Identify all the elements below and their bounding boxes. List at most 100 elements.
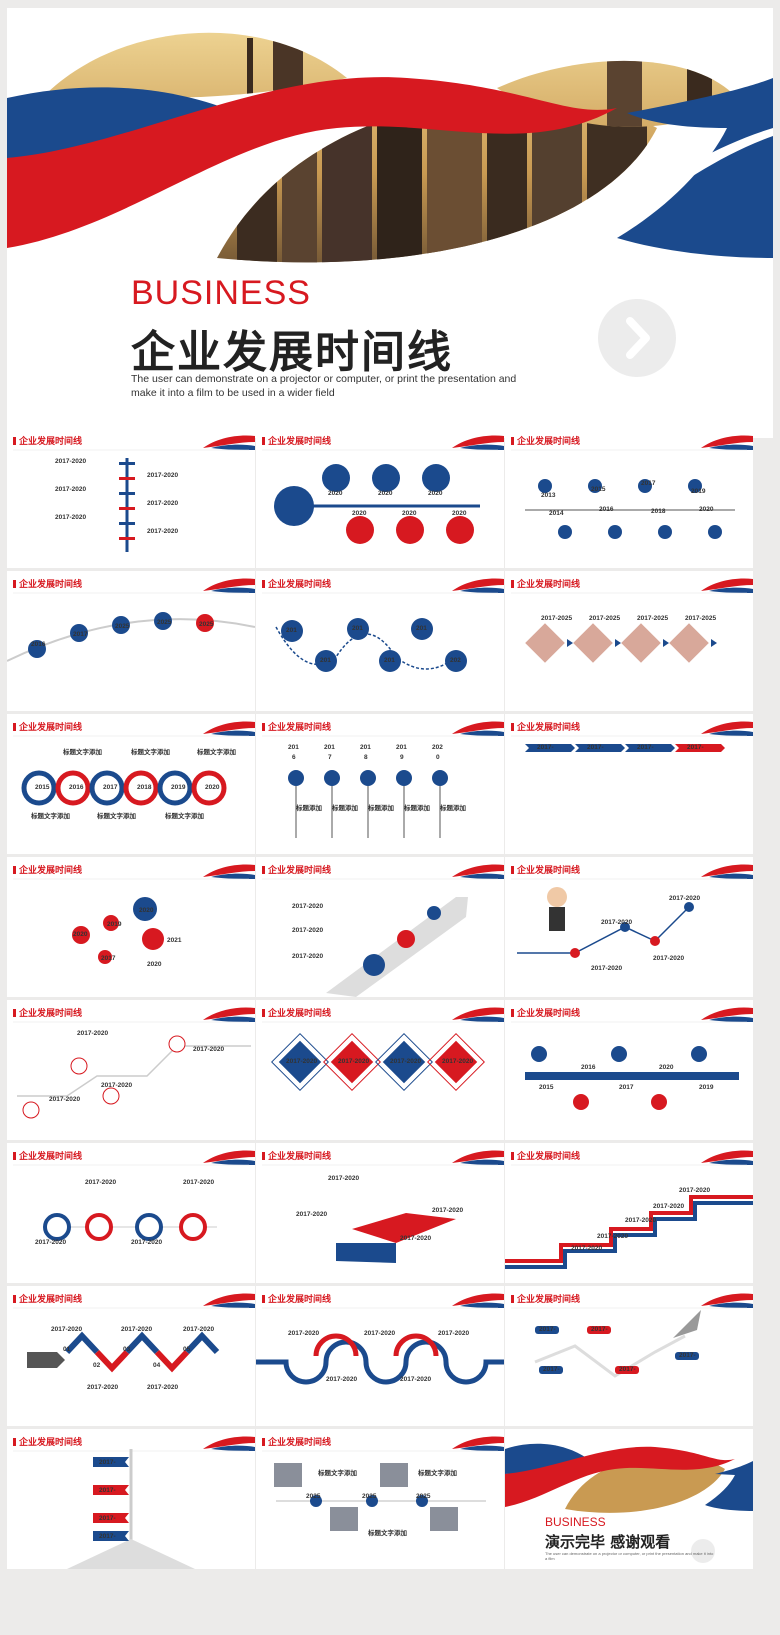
timeline-node bbox=[363, 954, 385, 976]
timeline-label: 2017-2020 bbox=[326, 1376, 358, 1383]
header-marker bbox=[262, 1438, 265, 1446]
timeline-label: 2017-2020 bbox=[571, 1245, 603, 1252]
icon-node bbox=[708, 525, 722, 539]
slide-thumbnail[interactable]: 企业发展时间线 2017-2020 2017-2020 2017-2020 2017-2… bbox=[7, 428, 255, 568]
slide-artwork bbox=[13, 1293, 255, 1373]
slide-thumbnail[interactable]: 企业发展时间线 2017-2020 2017-2020 2017-2020 2017-2… bbox=[7, 1143, 255, 1283]
timeline-label: 2017-2020 bbox=[591, 965, 623, 972]
ending-cn: 演示完毕 感谢观看 bbox=[545, 1533, 671, 1551]
slide-header-text: 企业发展时间线 bbox=[268, 866, 332, 876]
slide-thumbnail[interactable]: 企业发展时间线 2017-2020 2017-2020 2017-2020 2017-2… bbox=[505, 1143, 753, 1283]
timeline-node bbox=[310, 1495, 322, 1507]
slide-thumbnail[interactable]: 企业发展时间线 2020 2020 2020 2020 2020 2020 bbox=[256, 428, 504, 568]
slide-header-text: 企业发展时间线 bbox=[19, 1295, 83, 1305]
timeline-label: 2017-2020 bbox=[77, 1030, 109, 1037]
timeline-label: 2021 bbox=[167, 937, 182, 944]
timeline-label: 2017- bbox=[687, 744, 704, 751]
timeline-label: 202 bbox=[450, 657, 461, 664]
slide-thumbnail[interactable]: 企业发展时间线 2017-2020 2017-2020 2017-2020 2017-2… bbox=[7, 1000, 255, 1140]
timeline-node bbox=[372, 464, 400, 492]
timeline-label: 201 bbox=[286, 627, 297, 634]
header-marker bbox=[13, 723, 16, 731]
slide-header: 企业发展时间线 bbox=[511, 577, 580, 590]
timeline-node bbox=[396, 516, 424, 544]
person-figure bbox=[547, 887, 567, 907]
slide-thumbnail[interactable]: 企业发展时间线 2016 2017 2025 2025 2025 bbox=[7, 571, 255, 711]
timeline-label: 2017- bbox=[619, 1366, 636, 1373]
slide-thumbnail[interactable]: 企业发展时间线 标题文字添加 标题文字添加 标题文字添加 2015 2016 2017 201… bbox=[7, 714, 255, 854]
slide-header-text: 企业发展时间线 bbox=[268, 437, 332, 447]
timeline-label: 2017-2020 bbox=[101, 1082, 133, 1089]
timeline-label: 2019 bbox=[171, 784, 186, 791]
slide-thumbnail[interactable]: 企业发展时间线 2017-2020 2017-2020 2017-2020 2017-2… bbox=[256, 1286, 504, 1426]
timeline-node bbox=[322, 464, 350, 492]
header-marker bbox=[262, 437, 265, 445]
slide-header-text: 企业发展时间线 bbox=[268, 1295, 332, 1305]
timeline-label: 2020 bbox=[659, 1064, 674, 1071]
slide-header: 企业发展时间线 bbox=[13, 1149, 82, 1162]
timeline-node bbox=[72, 926, 90, 944]
timeline-label: 8 bbox=[364, 754, 368, 761]
slide-thumbnail[interactable]: 企业发展时间线 2017- 2017- 2017- 2017- bbox=[505, 714, 753, 854]
slide-artwork bbox=[262, 1150, 504, 1263]
icon-node bbox=[588, 479, 602, 493]
timeline-label: 2017-2020 bbox=[147, 528, 179, 535]
slide-thumbnail[interactable]: 企业发展时间线 2017-2020 2017-2020 2017-2020 2017-2… bbox=[505, 857, 753, 997]
slide-header-text: 企业发展时间线 bbox=[268, 580, 332, 590]
slide-thumbnail[interactable]: 企业发展时间线 201 6 201 7 201 8 201 9 202 0 标题添加 标题添加 标题添加 标… bbox=[256, 714, 504, 854]
timeline-label: 2017-2020 bbox=[442, 1058, 474, 1065]
slide-thumbnail[interactable]: 企业发展时间线 2017- 2017- 2017- 2017- 2017- bbox=[505, 1286, 753, 1426]
timeline-label: 2017-2020 bbox=[669, 895, 701, 902]
slide-thumbnail[interactable]: 企业发展时间线 2015 2016 2017 2020 2019 bbox=[505, 1000, 753, 1140]
timeline-label: 2017- bbox=[591, 1326, 608, 1333]
timeline-label: 2017-2020 bbox=[653, 955, 685, 962]
slide-header-text: 企业发展时间线 bbox=[517, 1009, 581, 1019]
cover-slide[interactable]: BUSINESS 企业发展时间线 The user can demonstrat… bbox=[7, 8, 773, 438]
timeline-label: 2017-2020 bbox=[438, 1330, 470, 1337]
slide-thumbnail[interactable]: 企业发展时间线 2017-2025 2017-2025 2017-2025 2017-2… bbox=[505, 571, 753, 711]
timeline-label: 2017 bbox=[641, 480, 656, 487]
slide-thumbnail[interactable]: 企业发展时间线 标题文字添加 标题文字添加 2025 2025 2025 标题文字添加 bbox=[256, 1429, 504, 1569]
timeline-label: 2017 bbox=[619, 1084, 634, 1091]
slide-thumbnail[interactable]: 企业发展时间线 2013 2014 2015 2016 2017 2018 2019 2020 bbox=[505, 428, 753, 568]
timeline-label: 03 bbox=[123, 1346, 131, 1353]
timeline-label: 2016 bbox=[599, 506, 614, 513]
slide-thumbnail[interactable]: 企业发展时间线 2017-2020 2017-2020 2017-2020 2017-2… bbox=[256, 1143, 504, 1283]
slide-header: 企业发展时间线 bbox=[511, 434, 580, 447]
timeline-label: 标题添加 bbox=[296, 805, 322, 812]
slide-artwork bbox=[13, 721, 255, 806]
header-marker bbox=[511, 1152, 514, 1160]
timeline-label: 2017- bbox=[99, 1533, 116, 1540]
timeline-label: 标题文字添加 bbox=[368, 1530, 407, 1537]
timeline-label: 2017-2020 bbox=[432, 1207, 464, 1214]
timeline-label: 2017-2020 bbox=[193, 1046, 225, 1053]
photo-placeholder bbox=[274, 1463, 302, 1487]
timeline-label: 2017-2020 bbox=[85, 1179, 117, 1186]
timeline-label: 2018 bbox=[651, 508, 666, 515]
header-marker bbox=[13, 866, 16, 874]
timeline-label: 2017-2020 bbox=[87, 1384, 119, 1391]
slide-artwork bbox=[262, 1436, 504, 1531]
timeline-label: 标题添加 bbox=[368, 805, 394, 812]
timeline-node bbox=[347, 618, 369, 640]
header-marker bbox=[13, 1009, 16, 1017]
ending-slide[interactable]: BUSINESS 演示完毕 感谢观看 The user can demonstrat… bbox=[505, 1429, 753, 1569]
slide-thumbnail[interactable]: 企业发展时间线 2020 2019 2020 2021 2017 2020 bbox=[7, 857, 255, 997]
slide-thumbnail[interactable]: 企业发展时间线 201 201 201 201 201 202 bbox=[256, 571, 504, 711]
timeline-label: 标题文字添加 bbox=[97, 813, 136, 820]
slide-header: 企业发展时间线 bbox=[13, 1292, 82, 1305]
slide-header-text: 企业发展时间线 bbox=[19, 580, 83, 590]
timeline-node bbox=[531, 1046, 547, 1062]
timeline-label: 2017- bbox=[537, 744, 554, 751]
timeline-node bbox=[324, 770, 340, 786]
timeline-label: 2017-2020 bbox=[328, 1175, 360, 1182]
timeline-label: 2017-2020 bbox=[292, 953, 324, 960]
slide-thumbnail[interactable]: 企业发展时间线 2017- 2017- 2017- 2017- bbox=[7, 1429, 255, 1569]
timeline-label: 202 bbox=[432, 744, 443, 751]
next-arrow-button[interactable] bbox=[598, 299, 676, 377]
slide-thumbnail[interactable]: 企业发展时间线 2017-2020 2017-2020 2017-2020 2017-2… bbox=[256, 1000, 504, 1140]
slide-artwork bbox=[13, 864, 255, 964]
slide-thumbnail[interactable]: 企业发展时间线 2017-2020 2017-2020 2017-2020 bbox=[256, 857, 504, 997]
header-marker bbox=[262, 580, 265, 588]
slide-thumbnail[interactable]: 企业发展时间线 2017-2020 2017-2020 2017-2020 01 02 03… bbox=[7, 1286, 255, 1426]
